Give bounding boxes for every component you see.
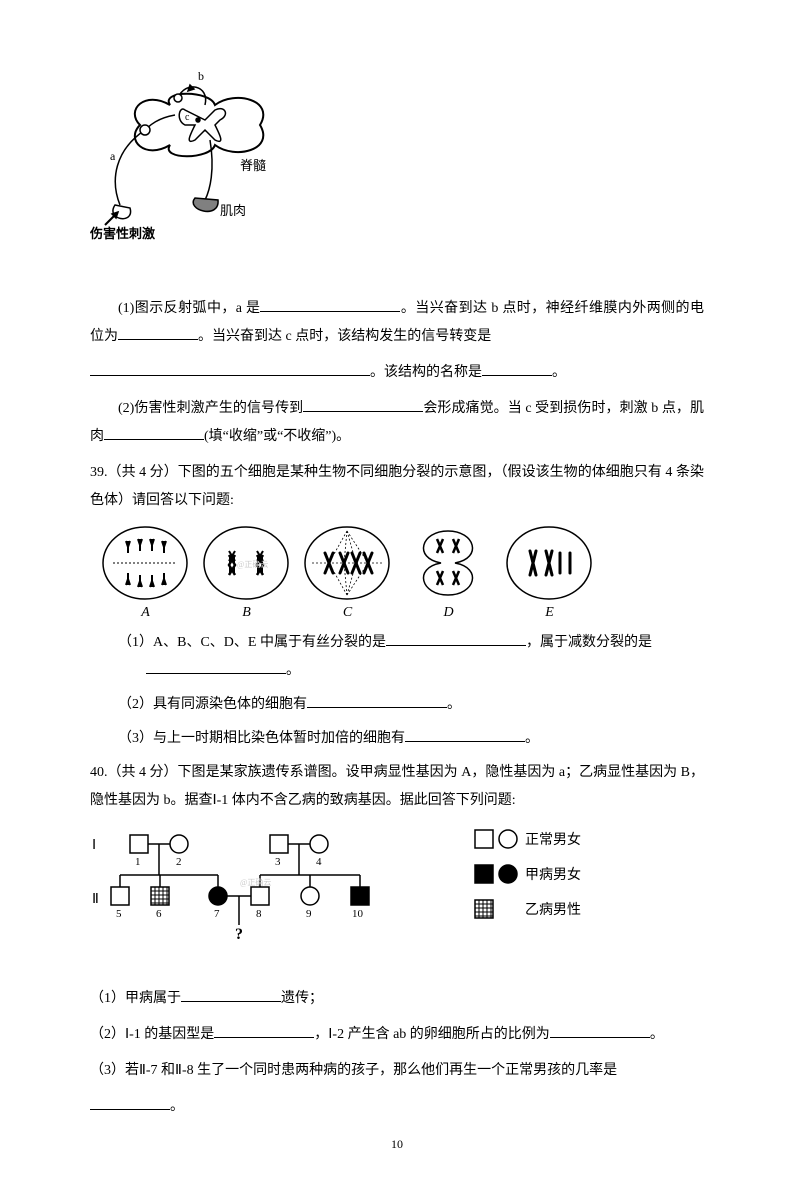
cell-b: @正确云 [199,523,294,603]
reflex-arc-diagram: c a b 脊髓 肌肉 伤害性刺激 [90,70,704,245]
q38-1-t3: 。当兴奋到达 c 点时，该结构发生的信号转变是 [198,329,491,344]
svg-text:Ⅱ: Ⅱ [92,892,99,907]
q38-1-t5: 。 [552,365,566,380]
label-muscle: 肌肉 [220,203,246,218]
svg-text:2: 2 [176,856,182,868]
q40-sub1b: 遗传； [281,991,323,1006]
q39-stem: 39.（共 4 分）下图的五个细胞是某种生物不同细胞分裂的示意图，（假设该生物的… [90,459,704,515]
q40-sub2a: （2）Ⅰ-1 的基因型是 [90,1027,214,1042]
svg-text:8: 8 [256,908,262,920]
q40-sub2b: ，Ⅰ-2 产生含 ab 的卵细胞所占的比例为 [314,1027,550,1042]
q38-2-lead: (2)伤害性刺激产生的信号传到 [118,401,303,416]
q40-sub3a: （3）若Ⅱ-7 和Ⅱ-8 生了一个同时患两种病的孩子，那么他们再生一个正常男孩的… [90,1063,617,1078]
pedigree-svg: Ⅰ 1 2 3 4 [90,825,440,955]
svg-text:10: 10 [352,908,364,920]
blank [146,659,286,674]
q38-1-t4: 。该结构的名称是 [370,365,482,380]
cell-label-e: E [502,605,597,621]
blank [90,361,370,376]
cell-label-d: D [401,605,496,621]
svg-text:5: 5 [116,908,122,920]
q40-sub2: （2）Ⅰ-1 的基因型是 ，Ⅰ-2 产生含 ab 的卵细胞所占的比例为 。 [90,1021,704,1049]
q39-sub1c: 。 [286,663,300,678]
page-number: 10 [90,1137,704,1152]
blank [307,693,447,708]
q40-sub2c: 。 [650,1027,664,1042]
q38-1-lead: (1)图示反射弧中，a 是 [118,301,260,316]
blank [386,631,526,646]
cell-c [300,523,395,603]
q39-sub3: （3）与上一时期相比染色体暂时加倍的细胞有 。 [90,725,704,753]
label-b: b [198,70,204,83]
svg-text:7: 7 [214,908,220,920]
watermark: @正确云 [237,559,268,569]
svg-text:?: ? [235,926,243,943]
cell-diagrams-row: @正确云 [98,523,704,603]
q40-sub3: （3）若Ⅱ-7 和Ⅱ-8 生了一个同时患两种病的孩子，那么他们再生一个正常男孩的… [90,1057,704,1085]
cell-e [502,523,597,603]
q40-sub1: （1）甲病属于 遗传； [90,985,704,1013]
svg-text:@正确云: @正确云 [240,877,271,887]
q39-sub2a: （2）具有同源染色体的细胞有 [118,697,307,712]
blank [214,1023,314,1038]
blank [550,1023,650,1038]
cell-label-c: C [300,605,395,621]
svg-text:c: c [185,112,190,123]
label-spinal: 脊髓 [240,158,266,173]
q39-sub1b: ，属于减数分裂的是 [526,635,652,650]
blank [118,325,198,340]
q38-part2: (2)伤害性刺激产生的信号传到会形成痛觉。当 c 受到损伤时，刺激 b 点，肌肉… [90,395,704,451]
q39-sub2: （2）具有同源染色体的细胞有 。 [90,691,704,719]
cell-d [401,523,496,603]
q40-sub1a: （1）甲病属于 [90,991,181,1006]
q39-sub3a: （3）与上一时期相比染色体暂时加倍的细胞有 [118,731,405,746]
cell-label-a: A [98,605,193,621]
cell-label-b: B [199,605,294,621]
label-stimulus: 伤害性刺激 [90,226,156,240]
blank [482,361,552,376]
q40-sub3b: 。 [90,1093,704,1121]
svg-text:9: 9 [306,908,312,920]
svg-text:4: 4 [316,856,322,868]
blank [104,425,204,440]
pedigree-legend: 正常男女 甲病男女 乙病男性 [470,825,640,935]
blank [303,397,423,412]
svg-text:3: 3 [275,856,281,868]
q39-sub2b: 。 [447,697,461,712]
q38-part1b: 。该结构的名称是 。 [90,359,704,387]
blank [260,297,400,312]
svg-text:Ⅰ: Ⅰ [92,838,96,853]
cell-a [98,523,193,603]
q39-sub1: （1）A、B、C、D、E 中属于有丝分裂的是 ，属于减数分裂的是 。 [90,629,704,685]
svg-text:甲病男女: 甲病男女 [525,866,581,883]
pedigree-block: Ⅰ 1 2 3 4 [90,825,704,955]
svg-text:正常男女: 正常男女 [525,831,581,848]
reflex-arc-svg: c a b 脊髓 肌肉 伤害性刺激 [90,70,290,240]
blank [181,987,281,1002]
q38-part1: (1)图示反射弧中，a 是。当兴奋到达 b 点时，神经纤维膜内外两侧的电位为。当… [90,295,704,351]
blank [405,727,525,742]
label-a: a [110,149,116,163]
q40-sub3b-text: 。 [170,1099,184,1114]
q38-2-t3: (填“收缩”或“不收缩”)。 [204,429,350,444]
blank [90,1095,170,1110]
q39-sub1a: （1）A、B、C、D、E 中属于有丝分裂的是 [118,635,386,650]
q39-sub3b: 。 [525,731,539,746]
cell-labels-row: A B C D E [98,605,704,621]
q40-stem: 40.（共 4 分）下图是某家族遗传系谱图。设甲病显性基因为 A，隐性基因为 a… [90,759,704,815]
svg-text:1: 1 [135,856,141,868]
svg-text:6: 6 [156,908,162,920]
svg-text:乙病男性: 乙病男性 [525,902,581,918]
